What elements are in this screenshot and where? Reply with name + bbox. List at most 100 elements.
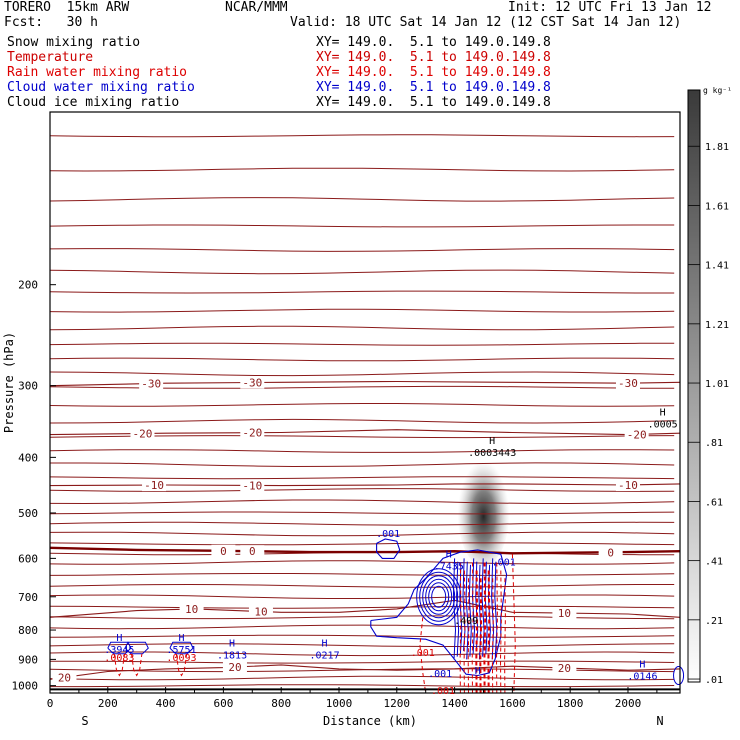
colorbar (687, 89, 701, 683)
y-tick-label: 900 (18, 653, 38, 666)
contour-value-label: .3945 (104, 645, 134, 656)
x-tick-label: 1200 (384, 697, 411, 710)
temperature-isotherm (49, 634, 675, 638)
rain-contour (419, 617, 427, 694)
colorbar-tick-label: .81 (705, 438, 723, 449)
rain-contour (499, 570, 502, 694)
cloud-water-contour (416, 568, 462, 626)
init-time: Init: 12 UTC Fri 13 Jan 12 (508, 0, 712, 15)
contour-value-label: .5751 (166, 645, 196, 656)
temperature-isotherm (49, 511, 675, 515)
isotherm-label-bg (552, 607, 577, 620)
cloud-water-contour (431, 585, 447, 608)
isotherm-label: 10 (185, 603, 198, 616)
isotherm-label-bg (52, 671, 77, 684)
contour-value-label: .001 (376, 529, 400, 540)
colorbar-tick-label: 1.01 (705, 379, 729, 390)
isotherm-label: 0 (249, 545, 256, 558)
temperature-isotherm (49, 521, 675, 526)
temperature-isotherm (50, 462, 675, 468)
legend-cloud-ice-xy: XY= 149.0. 5.1 to 149.0.149.8 (316, 95, 551, 110)
y-tick-label: 800 (18, 624, 38, 637)
max-marker-label: H (639, 660, 645, 671)
legend-snow: Snow mixing ratio (7, 35, 141, 50)
isotherm-label: 0 (607, 546, 614, 559)
temperature-isotherm (49, 290, 675, 294)
temperature-isotherm (49, 615, 675, 620)
model-title: TORERO 15km ARW (4, 0, 130, 15)
rain-contour (483, 562, 487, 694)
colorbar-tick-label: 1.21 (705, 320, 729, 331)
temperature-isotherm (49, 418, 675, 424)
legend-cloud-ice: Cloud ice mixing ratio (7, 95, 180, 110)
isotherm-label: -10 (144, 479, 164, 492)
temperature-isotherm (49, 488, 675, 492)
rain-contour (471, 562, 474, 694)
contour-value-label: .001 (411, 648, 435, 659)
temperature-isotherm (49, 476, 675, 480)
isotherm-label: 20 (228, 661, 241, 674)
rain-contour (475, 570, 479, 694)
y-tick-label: 1000 (12, 680, 39, 693)
forecast-hour: Fcst: 30 h (4, 15, 98, 30)
cloud-water-contour (422, 575, 456, 619)
rain-contour (511, 554, 516, 694)
center-label: NCAR/MMM (225, 0, 288, 15)
temperature-isotherm (49, 594, 675, 599)
temperature-isotherm (49, 560, 675, 565)
isotherm-label: -30 (618, 377, 638, 390)
y-tick-label: 600 (18, 552, 38, 565)
isotherm-10 (49, 599, 681, 618)
temperature-isotherm (49, 248, 675, 252)
isotherm-label: 20 (58, 671, 71, 684)
isotherm-20 (49, 664, 681, 680)
legend-cloud-water: Cloud water mixing ratio (7, 80, 195, 95)
isotherm-label: 0 (220, 545, 227, 558)
temperature-isotherm (49, 643, 675, 647)
cloud-water-contour (494, 561, 498, 657)
valid-time: Valid: 18 UTC Sat 14 Jan 12 (12 CST Sat … (290, 15, 682, 30)
south-label: S (81, 714, 88, 728)
legend-snow-xy: XY= 149.0. 5.1 to 149.0.149.8 (316, 35, 551, 50)
colorbar-tick-label: .61 (705, 497, 723, 508)
temperature-isotherm (49, 605, 675, 609)
rain-contour (504, 578, 506, 694)
cloud-water-contour (124, 641, 149, 655)
x-tick-label: 1400 (441, 697, 468, 710)
rain-contour (463, 570, 466, 694)
isotherm-label-bg (179, 603, 204, 616)
rain-contour (467, 578, 470, 694)
temperature-isotherm (49, 624, 675, 630)
cloud-water-contour (465, 561, 469, 660)
isotherm-label-bg (240, 545, 265, 558)
temperature-isotherm (49, 167, 675, 172)
x-tick-label: 2000 (615, 697, 642, 710)
temperature-isotherm (49, 542, 675, 546)
isotherm-label-bg (142, 479, 167, 492)
max-marker-label: H (660, 408, 666, 419)
isotherm-label: 20 (558, 662, 571, 675)
y-axis-label: Pressure (hPa) (2, 332, 16, 433)
contour-value-label: .0093 (166, 653, 196, 664)
colorbar-tick-label: 1.61 (705, 201, 729, 212)
y-tick-label: 200 (18, 279, 38, 292)
temperature-isotherm (49, 583, 675, 588)
temperature-isotherm (49, 675, 675, 681)
rain-contour (175, 653, 188, 677)
x-tick-label: 1000 (326, 697, 353, 710)
isotherm-label-bg (615, 479, 640, 492)
isotherm-label-bg (130, 427, 155, 440)
rain-contour (113, 653, 126, 677)
cloud-water-contour (673, 665, 685, 685)
y-tick-label: 500 (18, 507, 38, 520)
isotherm-label: -20 (242, 427, 262, 440)
temperature-isotherm (49, 134, 675, 138)
max-marker-label: H (178, 633, 184, 644)
isotherm-label-bg (552, 662, 577, 675)
isotherm-0 (49, 546, 681, 555)
isotherm-label-bg (240, 479, 265, 492)
snow-mixing-ratio-shading (457, 455, 510, 567)
temperature-isotherm (49, 651, 675, 657)
cloud-water-contour (419, 571, 459, 622)
plot-frame (49, 111, 681, 694)
